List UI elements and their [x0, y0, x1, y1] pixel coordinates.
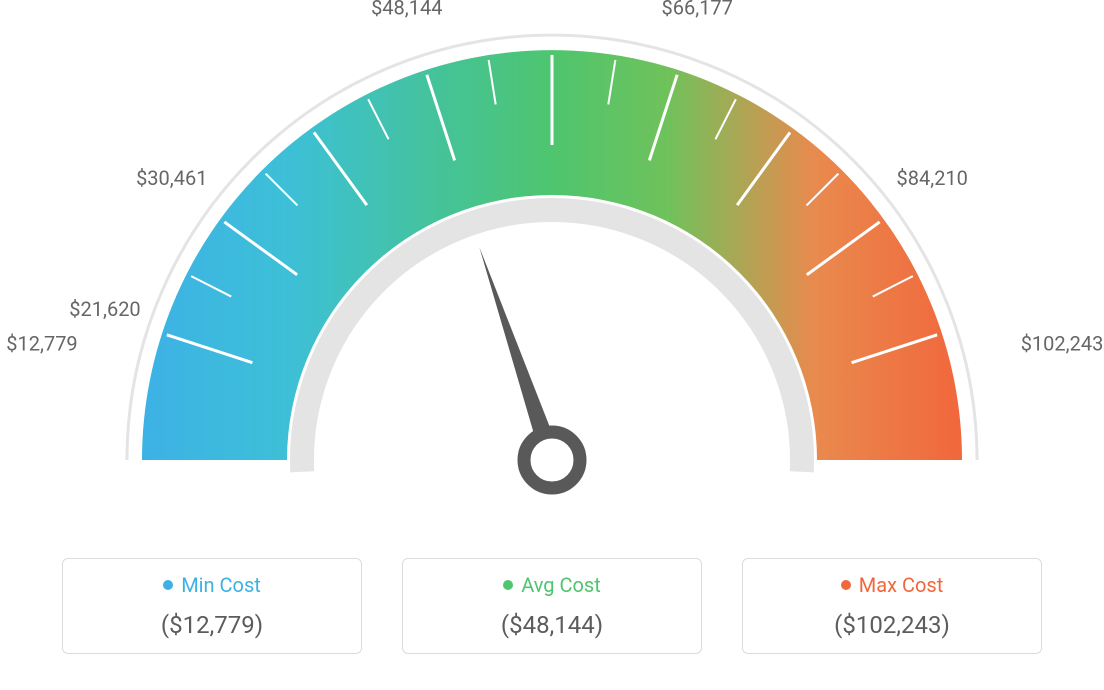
- legend-label: Min Cost: [163, 575, 261, 595]
- gauge-scale-label: $66,177: [662, 0, 733, 19]
- legend-dot-icon: [163, 580, 173, 590]
- legend-dot-icon: [503, 580, 513, 590]
- cost-gauge: $12,779 $21,620 $30,461 $48,144 $66,177 $84,2…: [0, 0, 1104, 540]
- legend-label: Max Cost: [841, 575, 944, 595]
- legend-value: ($12,779): [71, 611, 353, 639]
- legend-label-text: Min Cost: [181, 575, 261, 595]
- legend-card: Min Cost ($12,779): [62, 558, 362, 654]
- legend-card: Max Cost ($102,243): [742, 558, 1042, 654]
- legend-label: Avg Cost: [503, 575, 601, 595]
- legend-card: Avg Cost ($48,144): [402, 558, 702, 654]
- legend-label-text: Avg Cost: [521, 575, 601, 595]
- legend-dot-icon: [841, 580, 851, 590]
- legend-label-text: Max Cost: [859, 575, 944, 595]
- gauge-scale-label: $30,461: [136, 166, 207, 190]
- legend-value: ($48,144): [411, 611, 693, 639]
- gauge-scale-label: $21,620: [69, 297, 140, 321]
- legend-row: Min Cost ($12,779) Avg Cost ($48,144) Max Co…: [0, 558, 1104, 654]
- gauge-scale-label: $12,779: [6, 331, 77, 355]
- legend-value: ($102,243): [751, 611, 1033, 639]
- gauge-scale-label: $48,144: [371, 0, 442, 19]
- gauge-scale-label: $84,210: [897, 166, 968, 190]
- gauge-scale-label: $102,243: [1021, 331, 1104, 355]
- gauge-needle-hub: [524, 432, 580, 488]
